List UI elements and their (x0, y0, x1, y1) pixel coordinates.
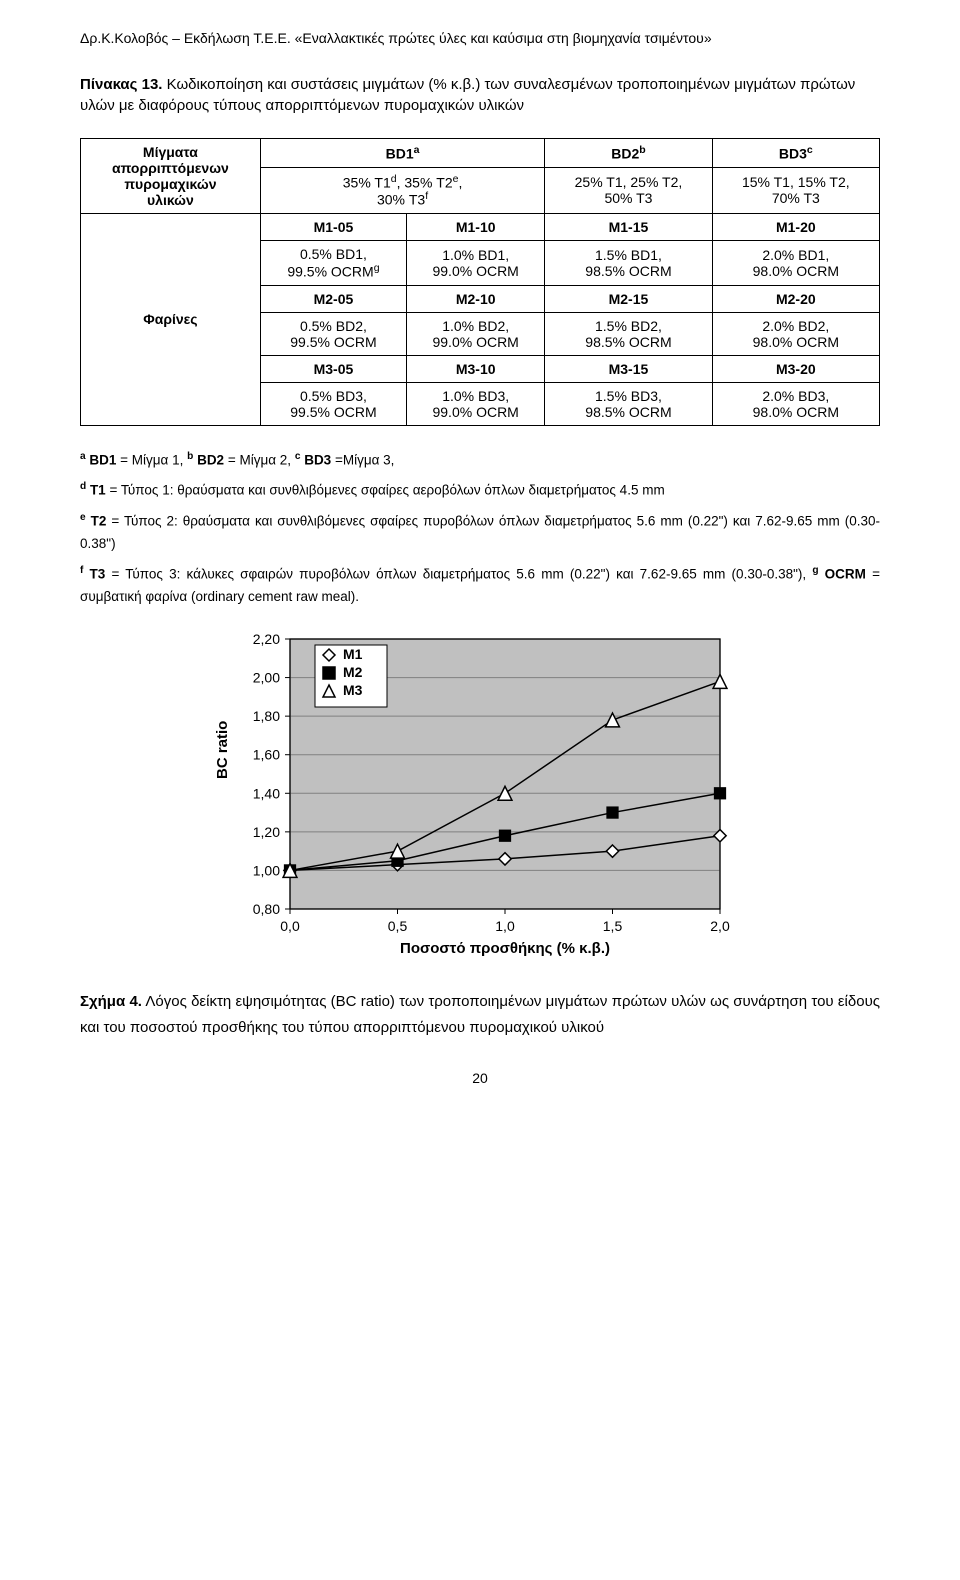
cell-h: M1-20 (712, 214, 879, 241)
page-number: 20 (80, 1070, 880, 1086)
cell: 1.5% BD2,98.5% OCRM (545, 312, 712, 355)
cell: 2.0% BD1,98.0% OCRM (712, 241, 879, 286)
table-bd1-comp: 35% Τ1d, 35% Τ2e, 30% Τ3f (260, 167, 544, 213)
cell: 0.5% BD2,99.5% OCRM (260, 312, 406, 355)
footnotes: a BD1 = Μίγμα 1, b BD2 = Μίγμα 2, c BD3 … (80, 448, 880, 610)
svg-text:0,5: 0,5 (388, 918, 408, 934)
svg-text:Ποσοστό προσθήκης (% κ.β.): Ποσοστό προσθήκης (% κ.β.) (400, 940, 610, 957)
cell-h: M3-05 (260, 355, 406, 382)
cell-h: M2-10 (407, 285, 545, 312)
cell-h: M3-15 (545, 355, 712, 382)
table-bd2-header: BD2b (545, 139, 712, 168)
svg-text:0,80: 0,80 (253, 901, 280, 917)
svg-text:M1: M1 (343, 646, 363, 662)
chart-svg: 0,80 1,00 1,20 1,40 1,60 1,80 2,00 2,20 0,0 0,5 1,… (220, 619, 740, 959)
svg-text:1,40: 1,40 (253, 786, 280, 802)
table-caption-text: Κωδικοποίηση και συστάσεις μιγμάτων (% κ… (80, 76, 855, 114)
cell-h: M2-20 (712, 285, 879, 312)
page-header: Δρ.Κ.Κολοβός – Εκδήλωση Τ.Ε.Ε. «Εναλλακτ… (80, 30, 880, 46)
chart-ylabel: BC ratio (214, 721, 231, 779)
svg-text:1,0: 1,0 (495, 918, 515, 934)
table-bd1-header: BD1a (260, 139, 544, 168)
cell: 2.0% BD3,98.0% OCRM (712, 382, 879, 425)
cell-h: M1-15 (545, 214, 712, 241)
table-bd2-comp: 25% Τ1, 25% Τ2,50% Τ3 (545, 167, 712, 213)
table-bd3-comp: 15% Τ1, 15% Τ2,70% Τ3 (712, 167, 879, 213)
cell-h: M2-05 (260, 285, 406, 312)
cell-h: M1-05 (260, 214, 406, 241)
cell-h: M3-10 (407, 355, 545, 382)
cell: 1.5% BD1,98.5% OCRM (545, 241, 712, 286)
table-farines-label: Φαρίνες (81, 214, 261, 426)
table-caption: Πίνακας 13. Κωδικοποίηση και συστάσεις μ… (80, 74, 880, 116)
main-table: Μίγματα απορριπτόμενων πυρομαχικών υλικώ… (80, 138, 880, 426)
bc-ratio-chart: BC ratio 0,801,001,201,401,601,802,002,2… (220, 619, 740, 959)
cell: 2.0% BD2,98.0% OCRM (712, 312, 879, 355)
cell: 1.0% BD3,99.0% OCRM (407, 382, 545, 425)
cell: 1.0% BD1,99.0% OCRM (407, 241, 545, 286)
svg-text:2,20: 2,20 (253, 631, 280, 647)
table-col1-header: Μίγματα απορριπτόμενων πυρομαχικών υλικώ… (81, 139, 261, 214)
svg-text:0,0: 0,0 (280, 918, 300, 934)
svg-text:M3: M3 (343, 682, 363, 698)
svg-text:2,0: 2,0 (710, 918, 730, 934)
cell-h: M1-10 (407, 214, 545, 241)
cell-h: M2-15 (545, 285, 712, 312)
figure-caption-label: Σχήμα 4. (80, 993, 142, 1010)
svg-text:2,00: 2,00 (253, 670, 280, 686)
figure-caption: Σχήμα 4. Λόγος δείκτη εψησιμότητας (BC r… (80, 989, 880, 1040)
table-caption-label: Πίνακας 13. (80, 76, 162, 93)
svg-text:M2: M2 (343, 664, 363, 680)
svg-text:1,20: 1,20 (253, 824, 280, 840)
cell-h: M3-20 (712, 355, 879, 382)
cell: 1.5% BD3,98.5% OCRM (545, 382, 712, 425)
svg-text:1,60: 1,60 (253, 747, 280, 763)
page: Δρ.Κ.Κολοβός – Εκδήλωση Τ.Ε.Ε. «Εναλλακτ… (0, 0, 960, 1126)
svg-text:1,00: 1,00 (253, 863, 280, 879)
cell: 0.5% BD1,99.5% OCRMg (260, 241, 406, 286)
figure-caption-text: Λόγος δείκτη εψησιμότητας (BC ratio) των… (80, 993, 880, 1036)
table-bd3-header: BD3c (712, 139, 879, 168)
cell: 1.0% BD2,99.0% OCRM (407, 312, 545, 355)
svg-text:1,80: 1,80 (253, 708, 280, 724)
svg-text:1,5: 1,5 (603, 918, 623, 934)
cell: 0.5% BD3,99.5% OCRM (260, 382, 406, 425)
